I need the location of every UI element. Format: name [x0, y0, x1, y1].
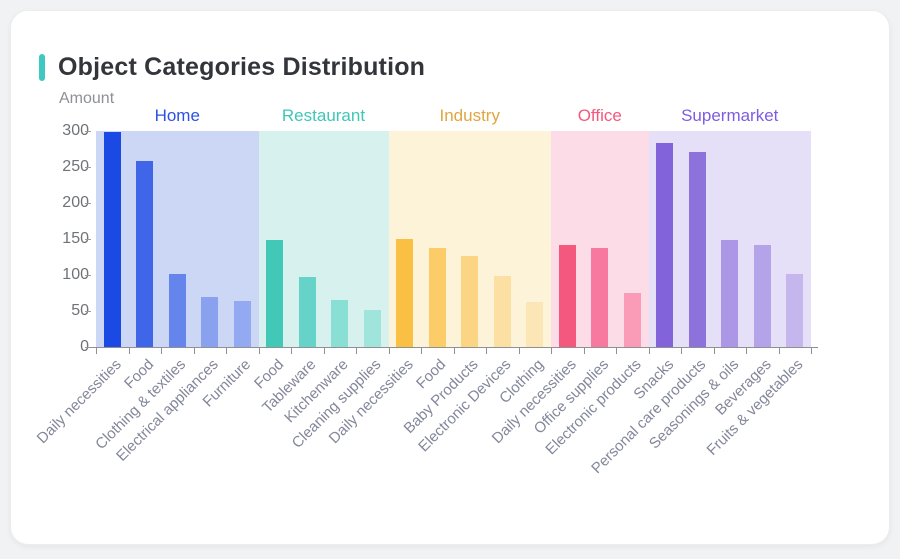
- card-header: Object Categories Distribution: [39, 53, 425, 82]
- group-label-restaurant: Restaurant: [281, 106, 366, 125]
- y-axis-tick-mark: [85, 347, 91, 348]
- bar-office-2[interactable]: [591, 247, 609, 347]
- x-axis-tick-mark: [778, 348, 780, 354]
- bar-office-3[interactable]: [623, 293, 641, 347]
- bar-industry-1[interactable]: [396, 239, 414, 347]
- x-axis-tick-mark: [681, 348, 682, 354]
- bar-supermarket-5[interactable]: [786, 273, 804, 347]
- x-axis-tick-mark: [518, 348, 520, 354]
- bar-home-1[interactable]: [103, 132, 121, 347]
- y-axis-title: Amount: [59, 90, 115, 107]
- chart-title: Object Categories Distribution: [58, 53, 426, 81]
- bar-industry-2[interactable]: [428, 247, 446, 347]
- group-label-supermarket: Supermarket: [681, 106, 779, 125]
- group-label-office: Office: [577, 106, 622, 125]
- y-axis-tick-label: 150: [62, 230, 89, 247]
- bar-supermarket-3[interactable]: [721, 239, 739, 347]
- x-axis-tick-mark: [356, 348, 357, 354]
- x-axis-tick-mark: [713, 348, 715, 354]
- y-axis-tick-label: 250: [62, 158, 89, 175]
- x-axis-tick-mark: [551, 348, 552, 354]
- bar-restaurant-4[interactable]: [363, 310, 381, 347]
- bar-industry-5[interactable]: [526, 301, 544, 347]
- y-axis-tick-label: 300: [62, 122, 89, 139]
- title-accent-bar: [39, 54, 45, 81]
- bar-restaurant-1[interactable]: [266, 240, 284, 347]
- bar-home-3[interactable]: [168, 273, 186, 347]
- x-axis-tick-mark: [486, 348, 487, 354]
- x-axis-tick-mark: [811, 348, 812, 354]
- x-axis-tick-mark: [616, 348, 617, 354]
- y-axis-tick-mark: [85, 311, 91, 312]
- y-axis-tick-mark: [85, 203, 91, 204]
- bar-home-4[interactable]: [201, 297, 219, 347]
- x-axis-tick-mark: [193, 348, 195, 354]
- x-axis-tick-mark: [128, 348, 130, 354]
- x-axis-tick-mark: [583, 348, 585, 354]
- x-axis-tick-mark: [226, 348, 227, 354]
- bar-supermarket-4[interactable]: [753, 245, 771, 347]
- bar-office-1[interactable]: [558, 244, 576, 347]
- bar-restaurant-2[interactable]: [298, 277, 316, 347]
- bar-home-2[interactable]: [136, 161, 154, 347]
- bar-supermarket-1[interactable]: [656, 142, 674, 347]
- x-axis-tick-mark: [323, 348, 325, 354]
- bar-industry-4[interactable]: [493, 275, 511, 347]
- x-axis-tick-mark: [258, 348, 260, 354]
- x-axis-tick-mark: [96, 348, 97, 354]
- group-label-industry: Industry: [439, 106, 500, 125]
- y-axis-tick-label: 50: [71, 302, 89, 319]
- x-axis-tick-mark: [746, 348, 747, 354]
- bar-home-5[interactable]: [233, 300, 251, 347]
- x-axis-tick-mark: [421, 348, 422, 354]
- y-axis-tick-label: 200: [62, 194, 89, 211]
- y-axis-tick-mark: [85, 131, 91, 132]
- group-label-home: Home: [154, 106, 200, 125]
- x-axis-tick-mark: [291, 348, 292, 354]
- bar-supermarket-2[interactable]: [688, 151, 706, 347]
- x-axis-tick-mark: [453, 348, 455, 354]
- y-axis-tick-mark: [85, 239, 91, 240]
- y-axis-tick-label: 100: [62, 266, 89, 283]
- y-axis-tick-mark: [85, 275, 91, 276]
- x-axis-line: [90, 347, 818, 348]
- x-axis-tick-mark: [388, 348, 390, 354]
- y-axis-tick-mark: [85, 167, 91, 168]
- x-axis-label: Fruits & vegetables: [575, 356, 807, 459]
- bar-industry-3[interactable]: [461, 256, 479, 347]
- x-axis-tick-mark: [648, 348, 650, 354]
- y-axis-tick-label: 0: [29, 338, 89, 356]
- bar-restaurant-3[interactable]: [331, 300, 349, 347]
- x-axis-tick-mark: [161, 348, 162, 354]
- chart-card: Object Categories Distribution Amount 0 5…: [10, 10, 890, 545]
